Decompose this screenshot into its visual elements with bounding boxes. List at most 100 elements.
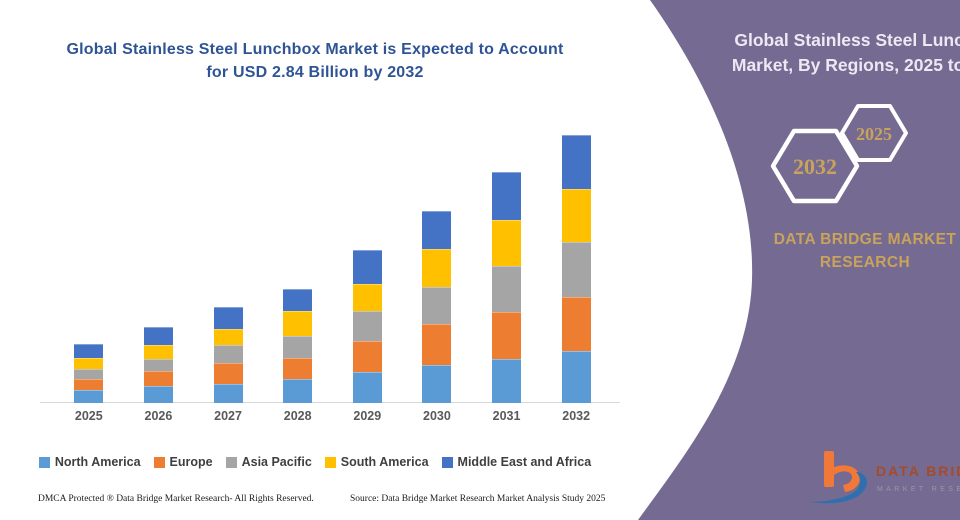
bar-slot-2025: [54, 118, 124, 403]
x-axis-label-2032: 2032: [562, 409, 591, 423]
stacked-bar-2031: [492, 172, 522, 403]
bar-segment-2025-asia-pacific: [74, 369, 104, 380]
stacked-bar-2027: [213, 306, 243, 403]
x-axis-label-2031: 2031: [492, 409, 521, 423]
legend-item-north-america: North America: [38, 455, 141, 469]
chart-title-line-2: for USD 2.84 Billion by 2032: [206, 64, 424, 81]
chart-area: Global Stainless Steel Lunchbox Market i…: [5, 38, 625, 469]
stacked-bar-2026: [143, 327, 173, 403]
panel-title-line-1: Global Stainless Steel Lunchbox: [734, 30, 960, 50]
legend-item-middle-east-and-africa: Middle East and Africa: [441, 455, 592, 469]
hexagon-2032-label: 2032: [793, 154, 837, 179]
bar-segment-2032-europe: [561, 297, 591, 352]
x-axis-label-2029: 2029: [353, 409, 382, 423]
bar-segment-2026-middle-east-and-africa: [143, 327, 173, 346]
legend-label: Europe: [169, 455, 213, 469]
x-axis-label-2025: 2025: [74, 409, 103, 423]
bar-segment-2029-north-america: [352, 371, 382, 403]
bar-segment-2026-europe: [143, 370, 173, 386]
x-axis-label-2030: 2030: [423, 409, 451, 423]
x-axis-labels: 2025 2026 2027 2028 2029 2030 2031 2032: [54, 409, 611, 423]
chart-title: Global Stainless Steel Lunchbox Market i…: [5, 38, 625, 84]
brand-line-1: DATA BRIDGE MARKET: [773, 231, 957, 248]
legend-item-south-america: South America: [324, 455, 429, 469]
chart-title-line-1: Global Stainless Steel Lunchbox Market i…: [66, 41, 564, 58]
bar-segment-2027-asia-pacific: [213, 345, 243, 364]
x-axis-label-2026: 2026: [144, 409, 173, 423]
bar-segment-2032-asia-pacific: [561, 242, 591, 298]
panel-title: Global Stainless Steel Lunchbox Market, …: [700, 28, 960, 78]
logo-b-bowl: [830, 465, 860, 492]
bar-segment-2025-middle-east-and-africa: [74, 344, 104, 358]
hexagon-2025: [840, 104, 908, 162]
stacked-bar-2032: [561, 134, 591, 403]
legend-label: Middle East and Africa: [457, 455, 592, 469]
bar-segment-2030-south-america: [422, 248, 452, 287]
legend-swatch: [441, 456, 453, 468]
legend-swatch: [38, 456, 50, 468]
bar-segment-2031-south-america: [492, 219, 522, 266]
hexagon-2032: [770, 128, 860, 204]
brand-text: DATA BRIDGE MARKET RESEARCH: [740, 228, 960, 274]
bar-segment-2028-north-america: [283, 379, 313, 403]
bar-segment-2026-north-america: [143, 386, 173, 403]
bar-segment-2031-asia-pacific: [492, 266, 522, 313]
panel-title-line-2: Market, By Regions, 2025 to 2032: [731, 55, 960, 75]
bar-segment-2031-europe: [492, 312, 522, 359]
bar-slot-2030: [402, 118, 472, 403]
bar-slot-2031: [472, 118, 542, 403]
legend-item-europe: Europe: [153, 455, 213, 469]
bar-segment-2030-asia-pacific: [422, 286, 452, 324]
bar-segment-2028-asia-pacific: [283, 335, 313, 358]
legend-swatch: [225, 456, 237, 468]
logo-secondary-text: MARKET RESEARCH: [877, 486, 960, 493]
logo-swoosh: [810, 472, 867, 504]
bar-segment-2029-south-america: [352, 283, 382, 312]
bar-segment-2028-south-america: [283, 311, 313, 336]
x-axis-label-2027: 2027: [214, 409, 242, 423]
bar-segment-2029-asia-pacific: [352, 311, 382, 341]
panel-background-shape: [638, 0, 960, 520]
bar-segment-2030-middle-east-and-africa: [422, 211, 452, 249]
legend: North America Europe Asia Pacific South Ame…: [10, 455, 620, 469]
bar-segment-2025-south-america: [74, 357, 104, 369]
bar-segment-2028-europe: [283, 357, 313, 380]
bar-segment-2027-south-america: [213, 329, 243, 346]
bar-segment-2027-middle-east-and-africa: [213, 306, 243, 330]
bar-segment-2031-north-america: [492, 358, 522, 403]
x-axis-label-2028: 2028: [283, 409, 312, 423]
bar-segment-2027-europe: [213, 363, 243, 385]
logo-b-stem: [824, 451, 834, 487]
bar-segment-2026-asia-pacific: [143, 358, 173, 371]
bar-segment-2031-middle-east-and-africa: [492, 172, 522, 220]
bar-segment-2030-north-america: [422, 365, 452, 403]
bar-segment-2032-north-america: [561, 351, 591, 403]
stacked-bar-2030: [422, 211, 452, 403]
bar-segment-2025-europe: [74, 379, 104, 390]
stacked-bar-2029: [352, 249, 382, 403]
right-panel: 2032 2025 Global Stainless Steel Lunchbo…: [600, 0, 960, 520]
legend-swatch: [153, 456, 165, 468]
bar-segment-2026-south-america: [143, 345, 173, 359]
legend-item-asia-pacific: Asia Pacific: [225, 455, 312, 469]
bar-slot-2027: [193, 118, 263, 403]
stacked-bar-2028: [283, 288, 313, 403]
brand-line-2: RESEARCH: [819, 254, 911, 271]
bar-segment-2032-south-america: [561, 188, 591, 243]
bars-container: [54, 118, 611, 403]
bar-segment-2029-middle-east-and-africa: [352, 249, 382, 284]
legend-swatch: [324, 456, 336, 468]
bar-segment-2028-middle-east-and-africa: [283, 288, 313, 312]
legend-label: Asia Pacific: [241, 455, 312, 469]
footer-source-text: Source: Data Bridge Market Research Mark…: [350, 494, 606, 504]
stacked-bar-2025: [74, 344, 104, 403]
footer-dmca-text: DMCA Protected ® Data Bridge Market Rese…: [38, 494, 314, 504]
hexagon-2025-label: 2025: [856, 124, 892, 144]
bar-slot-2028: [263, 118, 333, 403]
bar-segment-2027-north-america: [213, 384, 243, 403]
bar-slot-2029: [333, 118, 403, 403]
bar-segment-2029-europe: [352, 340, 382, 372]
legend-label: South America: [340, 455, 429, 469]
plot-area: [40, 118, 620, 403]
